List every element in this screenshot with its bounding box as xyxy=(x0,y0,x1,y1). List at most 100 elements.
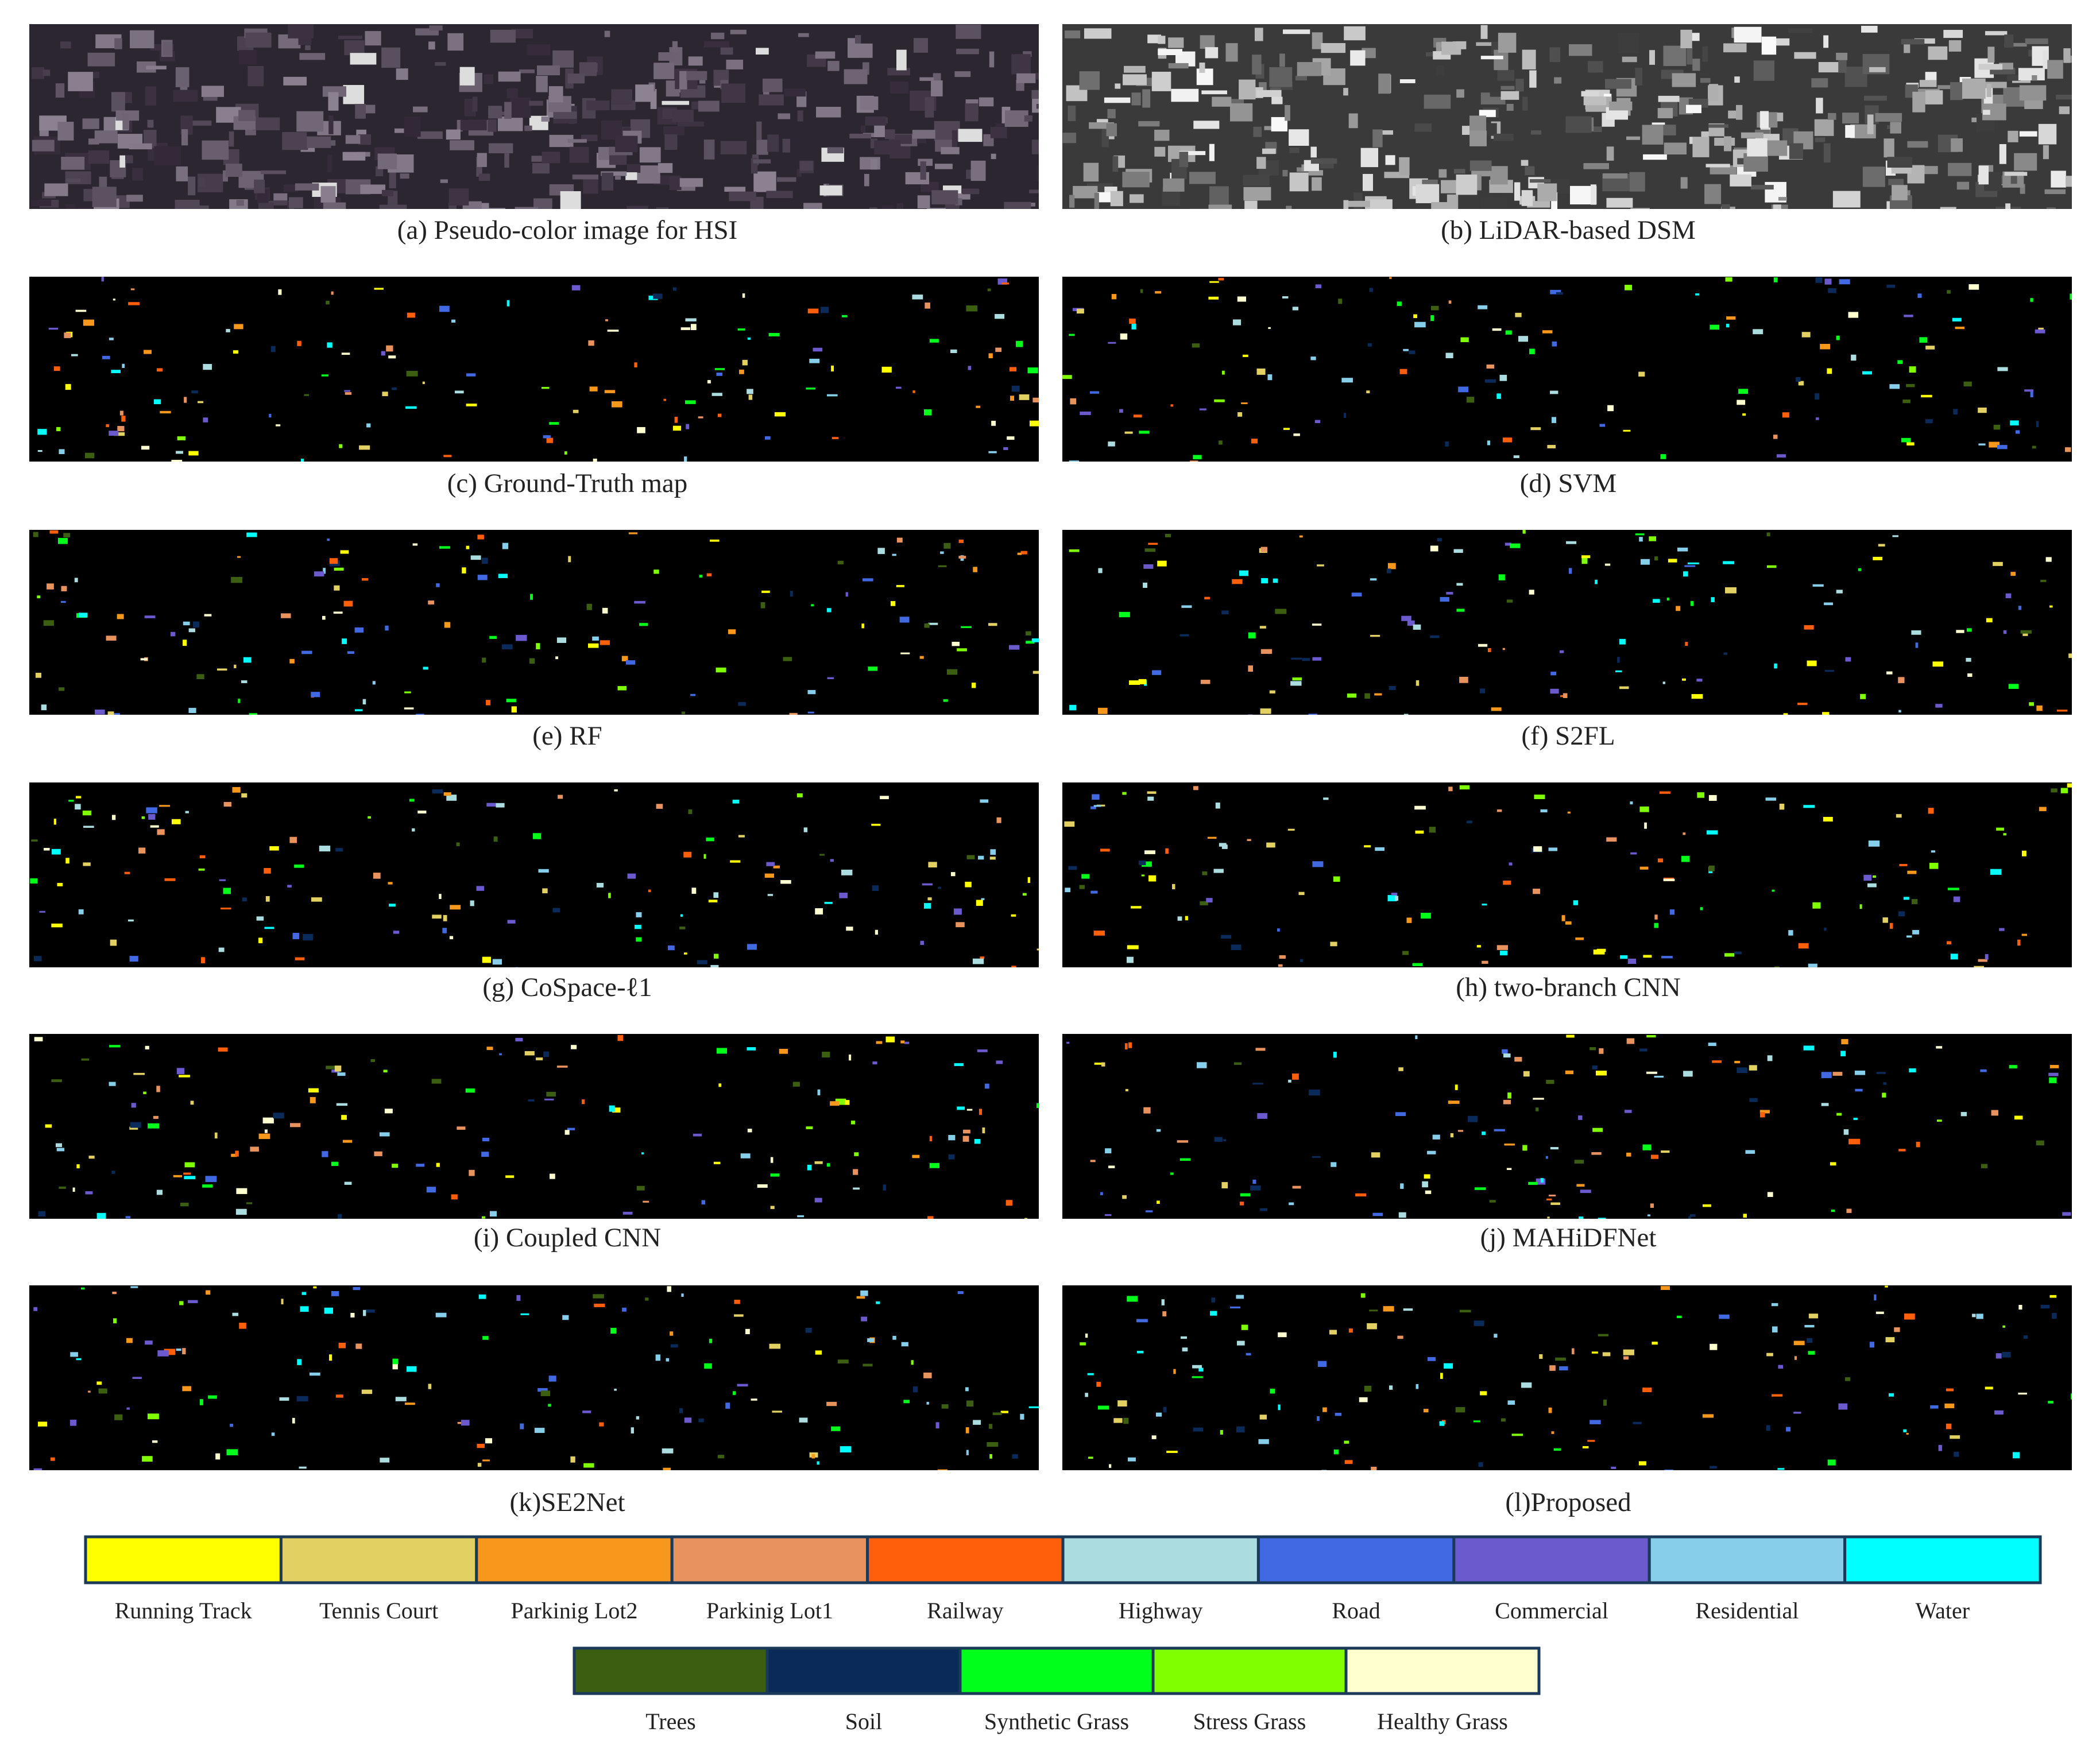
image-texture xyxy=(1843,1129,1849,1135)
image-texture xyxy=(297,340,301,346)
image-texture xyxy=(530,594,533,600)
image-texture xyxy=(343,85,365,104)
image-texture xyxy=(2023,1335,2028,1339)
image-texture xyxy=(1611,1466,1616,1469)
image-texture xyxy=(393,931,400,934)
image-texture xyxy=(1299,535,1303,538)
image-texture xyxy=(881,205,894,209)
image-texture xyxy=(800,161,813,171)
image-texture xyxy=(730,860,741,863)
image-texture xyxy=(1414,123,1432,132)
image-texture xyxy=(1553,1448,1561,1451)
image-texture xyxy=(1300,959,1304,962)
image-texture xyxy=(1808,1313,1819,1319)
image-texture xyxy=(59,687,65,691)
image-texture xyxy=(1603,1400,1607,1406)
image-texture xyxy=(1823,143,1831,163)
image-texture xyxy=(546,1091,556,1097)
image-texture xyxy=(1816,98,1823,114)
image-texture xyxy=(1467,820,1472,824)
image-texture xyxy=(324,1307,333,1314)
image-texture xyxy=(1773,277,1778,282)
image-texture xyxy=(1831,1209,1835,1212)
image-texture xyxy=(1179,152,1189,168)
image-texture xyxy=(388,882,393,885)
image-texture xyxy=(1012,1454,1018,1459)
image-texture xyxy=(871,159,877,170)
image-texture xyxy=(890,600,896,606)
image-texture xyxy=(2012,78,2031,83)
image-texture xyxy=(1444,1363,1453,1369)
image-texture xyxy=(1209,144,1215,161)
image-texture xyxy=(342,1140,353,1143)
image-texture xyxy=(1620,955,1628,959)
image-texture xyxy=(699,575,703,578)
image-texture xyxy=(663,126,685,135)
image-texture xyxy=(826,1163,830,1167)
image-texture xyxy=(593,458,597,462)
image-texture xyxy=(138,847,146,854)
image-texture xyxy=(141,445,150,450)
image-texture xyxy=(409,799,415,802)
image-texture xyxy=(543,435,551,439)
image-texture xyxy=(1355,1193,1367,1197)
image-texture xyxy=(572,175,599,180)
legend-swatch xyxy=(1843,1535,2042,1584)
image-texture xyxy=(484,74,493,84)
image-texture xyxy=(1598,1218,1606,1219)
image-texture xyxy=(962,188,980,195)
image-texture xyxy=(37,429,47,435)
image-texture xyxy=(1155,291,1162,294)
image-texture xyxy=(941,1404,949,1409)
image-texture xyxy=(1031,140,1039,154)
image-texture xyxy=(1885,1337,1895,1343)
image-texture xyxy=(71,354,78,357)
image-texture xyxy=(1753,60,1775,81)
image-texture xyxy=(345,135,361,144)
image-texture xyxy=(988,451,997,454)
image-texture xyxy=(1823,816,1833,822)
image-texture xyxy=(815,908,823,915)
image-texture xyxy=(241,793,247,798)
image-texture xyxy=(157,368,163,372)
image-texture xyxy=(956,48,979,55)
image-texture xyxy=(1920,166,1938,175)
image-texture xyxy=(1256,368,1266,375)
image-texture xyxy=(1302,658,1310,661)
image-texture xyxy=(1243,175,1270,186)
image-texture xyxy=(1827,1459,1836,1466)
image-texture xyxy=(1555,1357,1566,1361)
image-texture xyxy=(1487,440,1491,445)
image-texture xyxy=(789,712,798,715)
image-texture xyxy=(319,846,331,852)
image-texture xyxy=(1518,336,1528,342)
image-texture xyxy=(1928,808,1934,814)
image-texture xyxy=(2008,684,2019,689)
image-texture xyxy=(1724,587,1737,594)
image-texture xyxy=(826,1401,837,1406)
image-texture xyxy=(537,65,560,76)
image-texture xyxy=(426,1187,436,1193)
image-texture xyxy=(1120,333,1128,340)
image-texture xyxy=(507,920,516,924)
image-texture xyxy=(1007,436,1015,440)
image-texture xyxy=(1582,1446,1589,1449)
image-texture xyxy=(1683,832,1686,835)
image-texture xyxy=(1445,441,1449,447)
image-texture xyxy=(2010,420,2019,426)
image-texture xyxy=(1035,72,1039,80)
image-texture xyxy=(611,89,632,105)
image-texture xyxy=(923,1372,932,1378)
image-texture xyxy=(1469,130,1487,146)
image-texture xyxy=(51,923,63,928)
image-texture xyxy=(747,1047,756,1051)
image-texture xyxy=(742,293,745,298)
image-texture xyxy=(457,1126,466,1130)
image-content xyxy=(1069,530,2072,715)
image-texture xyxy=(990,849,996,855)
image-texture xyxy=(653,293,663,299)
image-texture xyxy=(1277,928,1280,932)
image-texture xyxy=(972,958,984,964)
image-texture xyxy=(615,176,621,180)
image-texture xyxy=(593,1294,604,1299)
